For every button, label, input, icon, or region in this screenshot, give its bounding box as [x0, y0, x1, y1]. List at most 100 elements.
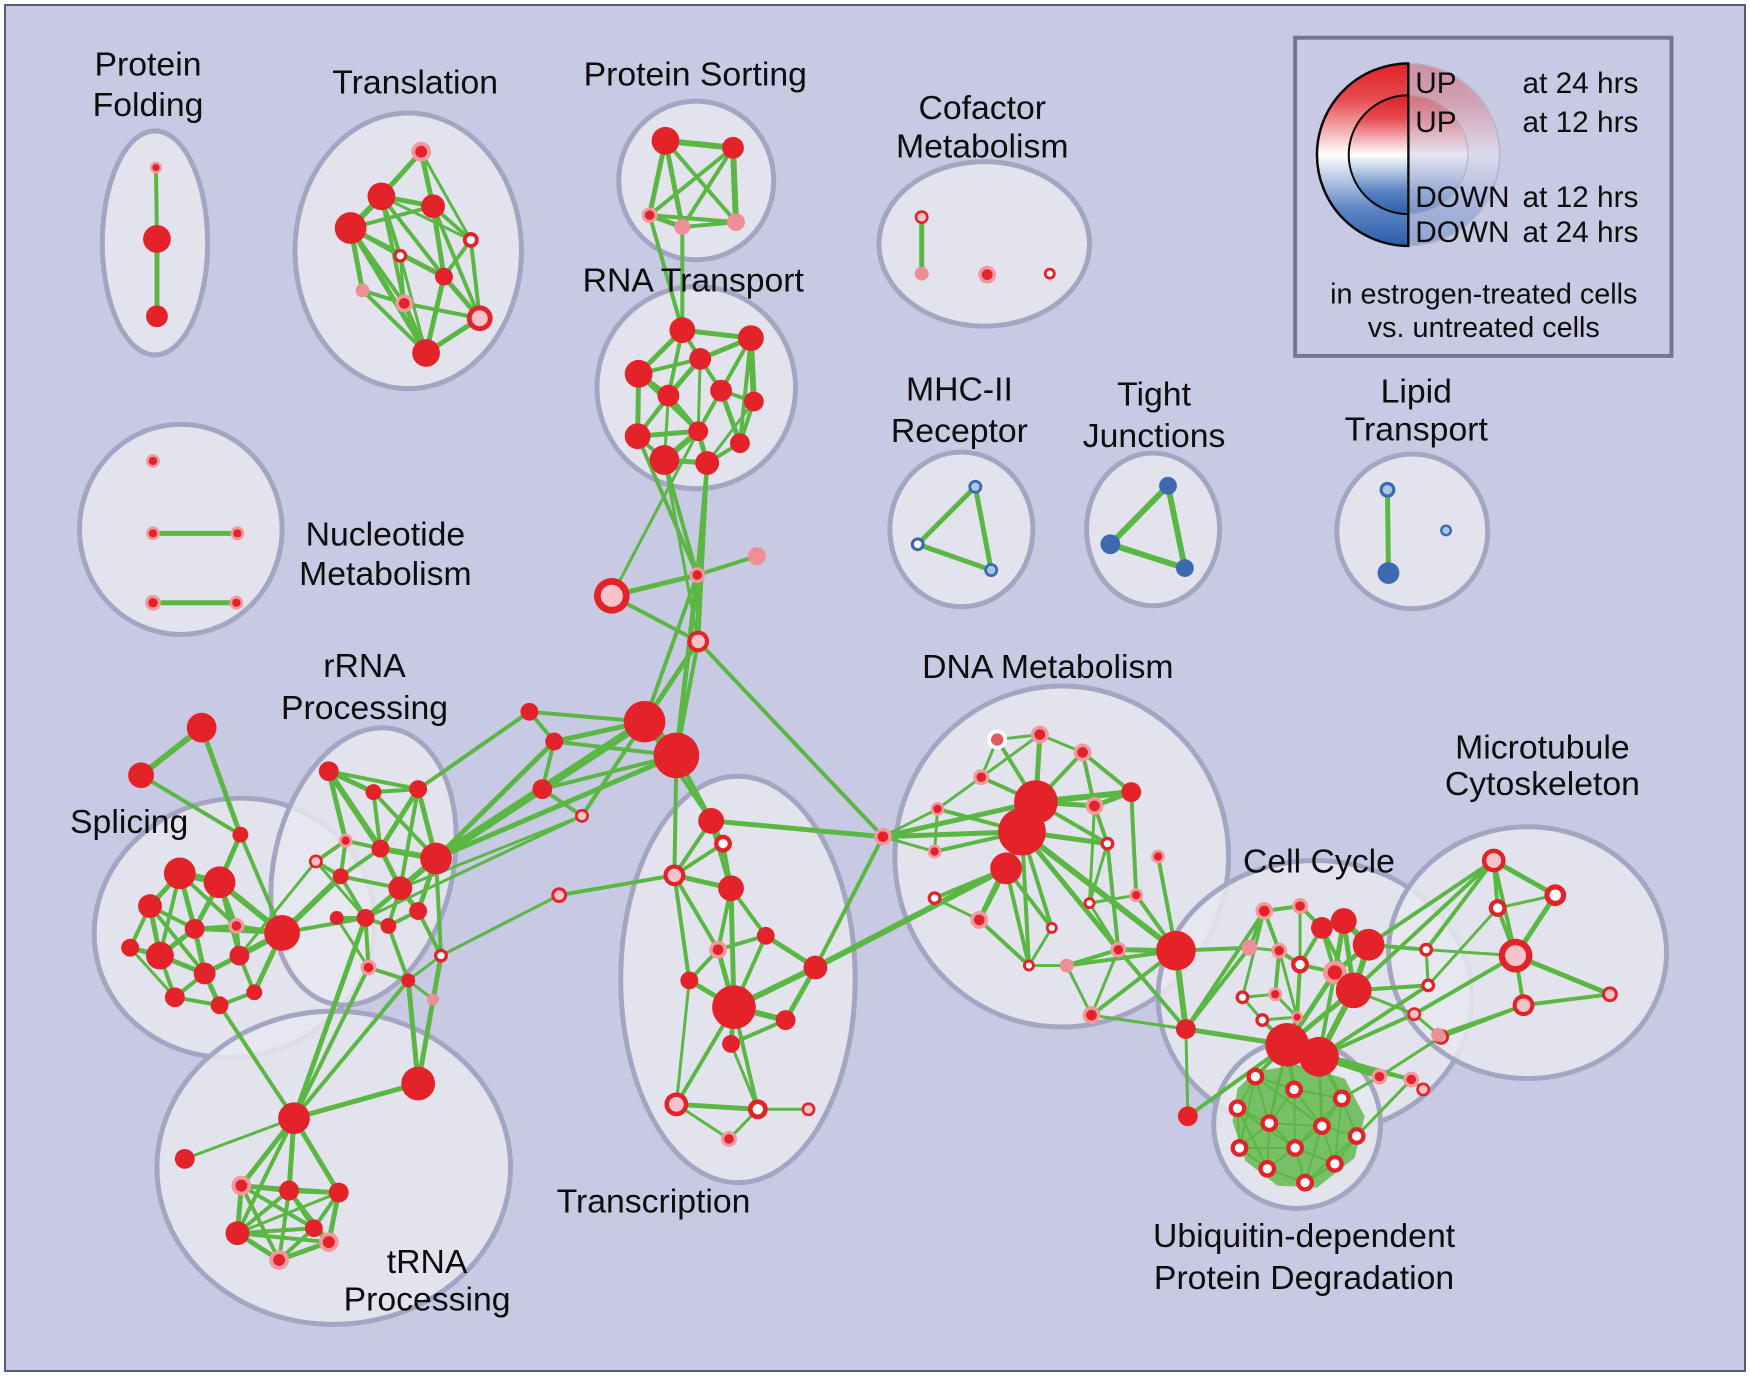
legend-svg: UP at 24 hrs UP at 12 hrs DOWN at 12 hrs…: [1293, 35, 1674, 358]
network-link-edge: [292, 965, 371, 1121]
network-node-core: [1113, 944, 1124, 955]
network-edge: [1090, 948, 1120, 1017]
network-node-core: [667, 868, 682, 883]
cluster-ellipse-cofactor-metabolism: [876, 159, 1093, 329]
network-node-core: [232, 598, 241, 607]
network-node: [264, 915, 300, 951]
network-link-edge: [1351, 858, 1496, 993]
network-link-edge: [1090, 1013, 1188, 1031]
legend-border: [1293, 35, 1674, 358]
network-edge: [1027, 926, 1054, 968]
network-edge: [235, 1116, 296, 1236]
network-node: [688, 421, 709, 442]
network-edge: [325, 768, 384, 852]
network-edge: [1293, 1088, 1297, 1149]
network-node: [1121, 782, 1142, 802]
cluster-label-microtubule-cytoskeleton: Cytoskeleton: [1445, 765, 1640, 803]
legend-down24-time: at 24 hrs: [1523, 216, 1639, 249]
network-node: [1241, 939, 1258, 956]
network-node-core: [1046, 270, 1053, 277]
network-link-edge: [1355, 1078, 1413, 1138]
network-edge: [360, 288, 429, 355]
network-node-core: [1289, 1084, 1299, 1095]
network-link-edge: [217, 1003, 296, 1121]
network-node-core: [973, 914, 985, 926]
network-edge: [1184, 1027, 1190, 1118]
network-link-edge: [696, 460, 710, 644]
network-node-core: [415, 145, 428, 158]
cluster-label-translation: Translation: [332, 63, 498, 101]
network-node: [1177, 1106, 1198, 1127]
network-edge: [1183, 909, 1267, 1031]
network-node: [775, 1010, 796, 1030]
cluster-ellipse-lipid-transport: [1334, 451, 1491, 612]
network-edge: [695, 554, 759, 577]
cluster-ellipse-translation: [292, 110, 524, 392]
network-edge: [696, 639, 885, 839]
cluster-label-cofactor-metabolism: Metabolism: [896, 128, 1069, 166]
cluster-label-splicing: Splicing: [70, 803, 188, 841]
network-edge: [979, 733, 1042, 779]
cluster-label-mhc-ii-receptor: Receptor: [891, 412, 1028, 450]
cluster-label-protein-folding: Folding: [93, 86, 204, 124]
cluster-label-rrna-processing: Processing: [281, 689, 448, 727]
network-node: [143, 225, 171, 253]
network-node-core: [718, 838, 728, 849]
network-node: [401, 1066, 436, 1101]
network-node: [624, 359, 653, 388]
network-node: [1159, 476, 1177, 495]
network-node: [186, 712, 217, 743]
network-node-core: [1374, 1071, 1385, 1082]
network-node: [203, 866, 236, 899]
network-node-core: [466, 235, 475, 245]
network-edge: [662, 138, 685, 230]
network-node-core: [1406, 1074, 1417, 1085]
legend-down12-dir: DOWN: [1415, 181, 1509, 214]
network-link-edge: [1439, 1003, 1526, 1039]
network-edge: [1019, 828, 1179, 954]
network-edge: [1129, 790, 1139, 898]
network-node-core: [712, 944, 724, 956]
network-edge: [199, 725, 243, 838]
network-edge: [314, 859, 368, 920]
network-node: [1352, 928, 1385, 961]
network-edge: [642, 573, 700, 724]
network-link-edge: [662, 458, 700, 643]
network-node: [1059, 958, 1074, 973]
network-node-core: [1234, 1143, 1245, 1153]
network-node: [355, 283, 370, 298]
network-node-core: [1103, 840, 1112, 848]
network-node: [651, 126, 680, 155]
network-edge: [1513, 953, 1613, 997]
network-edge: [1236, 1107, 1269, 1170]
network-edge: [235, 1226, 316, 1236]
network-node-core: [930, 894, 939, 902]
network-link-edge: [557, 873, 677, 898]
network-node: [409, 902, 428, 920]
network-node: [624, 423, 651, 450]
network-node-core: [691, 634, 705, 649]
network-node-core: [990, 733, 1004, 746]
network-edge: [1378, 1035, 1443, 1079]
network-link-edge: [291, 915, 369, 1121]
network-link-edge: [1426, 906, 1500, 987]
network-node: [649, 445, 680, 475]
network-edge: [1384, 487, 1391, 576]
network-node: [1310, 916, 1333, 939]
network-edge: [239, 1183, 316, 1231]
network-edge: [139, 773, 243, 837]
network-edge: [379, 194, 446, 279]
network-node-core: [1486, 853, 1502, 868]
network-node: [427, 993, 440, 1006]
network-node-core: [1300, 1178, 1310, 1188]
network-node-core: [1238, 993, 1247, 1001]
network-edge: [673, 572, 700, 758]
legend-footnote-line1: in estrogen-treated cells: [1330, 278, 1637, 310]
network-edge: [933, 807, 940, 854]
network-node-core: [363, 962, 374, 973]
network-node: [914, 266, 929, 281]
network-link-edge: [416, 709, 532, 792]
network-node: [730, 433, 750, 454]
network-link-edge: [812, 865, 1010, 971]
